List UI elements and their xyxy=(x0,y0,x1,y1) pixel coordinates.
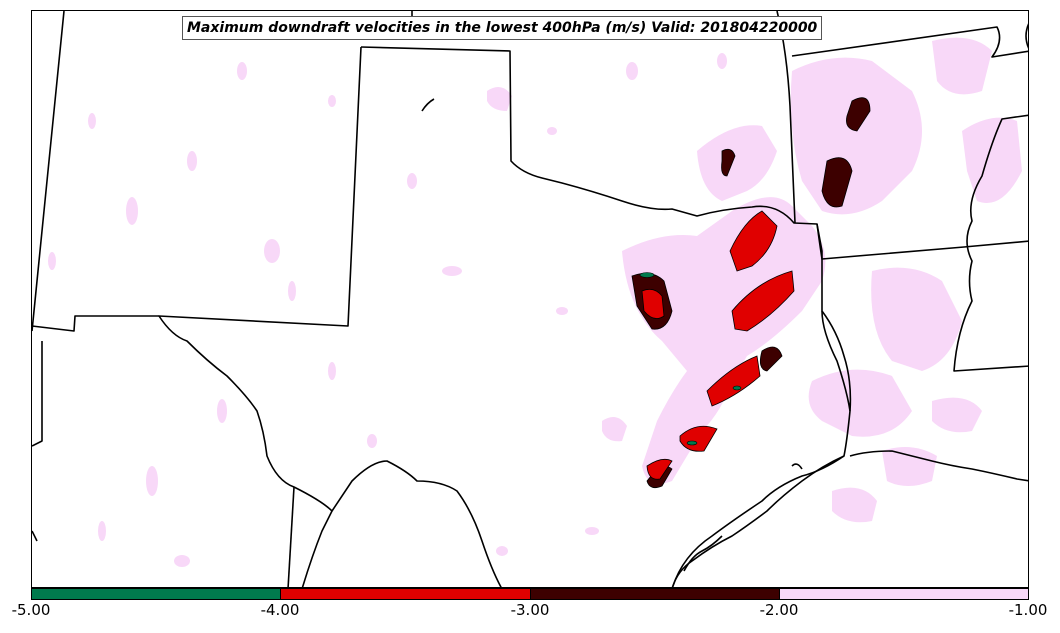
map-panel xyxy=(31,10,1029,588)
map-canvas xyxy=(32,11,1028,587)
colorbar-tick-label: -2.00 xyxy=(759,601,799,619)
state-boundaries xyxy=(32,11,1028,587)
weak-downdraft-areas xyxy=(48,37,1022,567)
colorbar-tick-label: -5.00 xyxy=(11,601,51,619)
colorbar-segment-2 xyxy=(280,589,530,599)
map-title: Maximum downdraft velocities in the lowe… xyxy=(182,16,823,40)
colorbar xyxy=(31,588,1029,600)
strong-downdraft-areas xyxy=(641,210,795,480)
colorbar-segment-3 xyxy=(529,589,779,599)
colorbar-tick-label: -3.00 xyxy=(510,601,550,619)
extreme-downdraft-areas xyxy=(639,272,742,446)
colorbar-segment-1 xyxy=(32,589,281,599)
colorbar-tick-label: -4.00 xyxy=(260,601,300,619)
colorbar-segment-4 xyxy=(778,589,1028,599)
colorbar-tick-label: -1.00 xyxy=(1008,601,1048,619)
